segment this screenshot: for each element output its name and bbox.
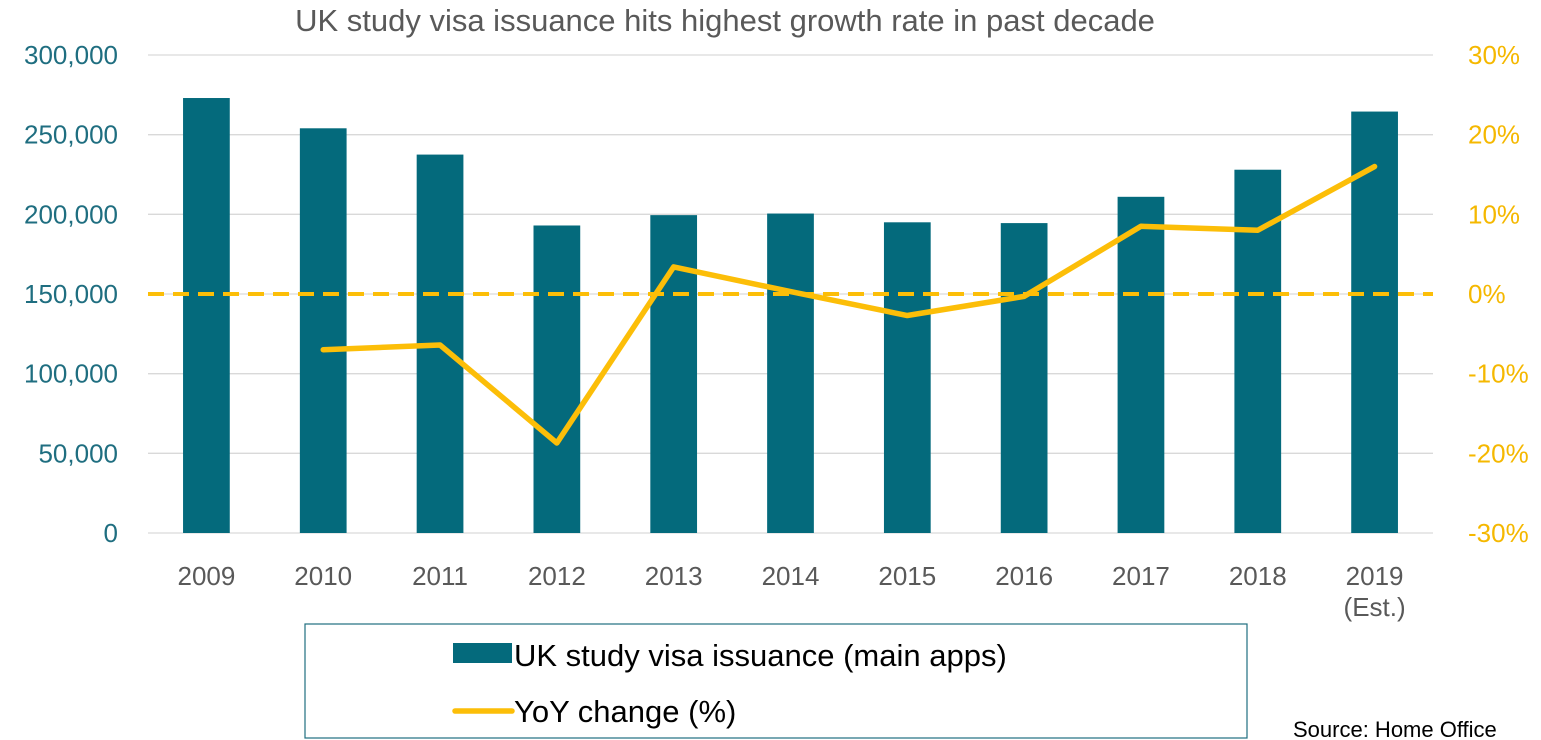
x-tick-label: 2014 (762, 561, 820, 591)
yoy-line (320, 163, 1378, 446)
bar (650, 215, 698, 533)
y-tick-label-left: 300,000 (24, 40, 118, 70)
bar (1351, 111, 1398, 534)
bar (299, 128, 347, 533)
y-tick-label-right: 30% (1468, 40, 1520, 70)
y-tick-label-left: 250,000 (24, 120, 118, 150)
bar (883, 222, 931, 534)
y-tick-label-left: 0 (104, 518, 118, 548)
x-tick-label: 2009 (177, 561, 235, 591)
line-series (320, 163, 1378, 446)
x-tick-label: 2013 (645, 561, 703, 591)
chart-title: UK study visa issuance hits highest grow… (295, 3, 1155, 38)
y-tick-label-left: 150,000 (24, 279, 118, 309)
y-tick-label-right: 0% (1468, 279, 1506, 309)
bar (1000, 223, 1048, 533)
bar (1117, 196, 1165, 533)
legend: UK study visa issuance (main apps) YoY ch… (304, 623, 1248, 739)
y-tick-label-right: -20% (1468, 438, 1529, 468)
y-tick-label-right: -10% (1468, 359, 1529, 389)
right-y-axis: -30% -20% -10% 0% 10% 20% 30% (1468, 40, 1529, 548)
bar (183, 98, 230, 534)
x-tick-label: 2012 (528, 561, 586, 591)
legend-label-bar: UK study visa issuance (main apps) (514, 638, 1007, 673)
source-note: Source: Home Office (1293, 717, 1497, 740)
legend-swatch-bar (453, 643, 512, 663)
bar (533, 225, 581, 533)
y-tick-label-left: 200,000 (24, 199, 118, 229)
legend-box (304, 623, 1248, 739)
x-tick-label: 2010 (294, 561, 352, 591)
x-tick-label: 2019 (Est.) (1344, 561, 1406, 622)
x-tick-label: 2018 (1229, 561, 1287, 591)
x-tick-label: 2015 (878, 561, 936, 591)
y-tick-label-right: 10% (1468, 199, 1520, 229)
bar-series (183, 98, 1398, 534)
x-axis: 2009 2010 2011 2012 2013 2014 2015 2016 2017 2018… (177, 561, 1405, 622)
x-tick-label: 2011 (412, 561, 468, 591)
y-tick-label-left: 100,000 (24, 359, 118, 389)
bar (767, 213, 814, 533)
legend-label-line: YoY change (%) (514, 694, 736, 729)
x-tick-label: 2016 (995, 561, 1053, 591)
x-tick-label: 2017 (1112, 561, 1170, 591)
y-tick-label-right: -30% (1468, 518, 1529, 548)
y-tick-label-left: 50,000 (38, 438, 118, 468)
y-tick-label-right: 20% (1468, 120, 1520, 150)
left-y-axis: 0 50,000 100,000 150,000 200,000 250,000 300,0… (24, 40, 118, 548)
